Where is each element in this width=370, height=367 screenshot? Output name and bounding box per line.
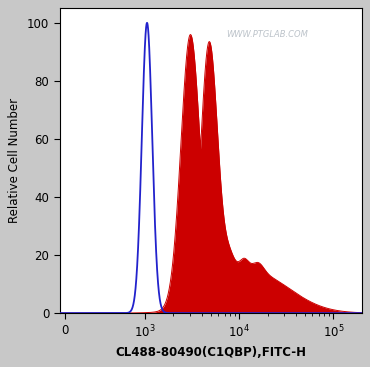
Y-axis label: Relative Cell Number: Relative Cell Number [9,98,21,223]
Text: WWW.PTGLAB.COM: WWW.PTGLAB.COM [226,30,307,39]
X-axis label: CL488-80490(C1QBP),FITC-H: CL488-80490(C1QBP),FITC-H [115,346,306,359]
